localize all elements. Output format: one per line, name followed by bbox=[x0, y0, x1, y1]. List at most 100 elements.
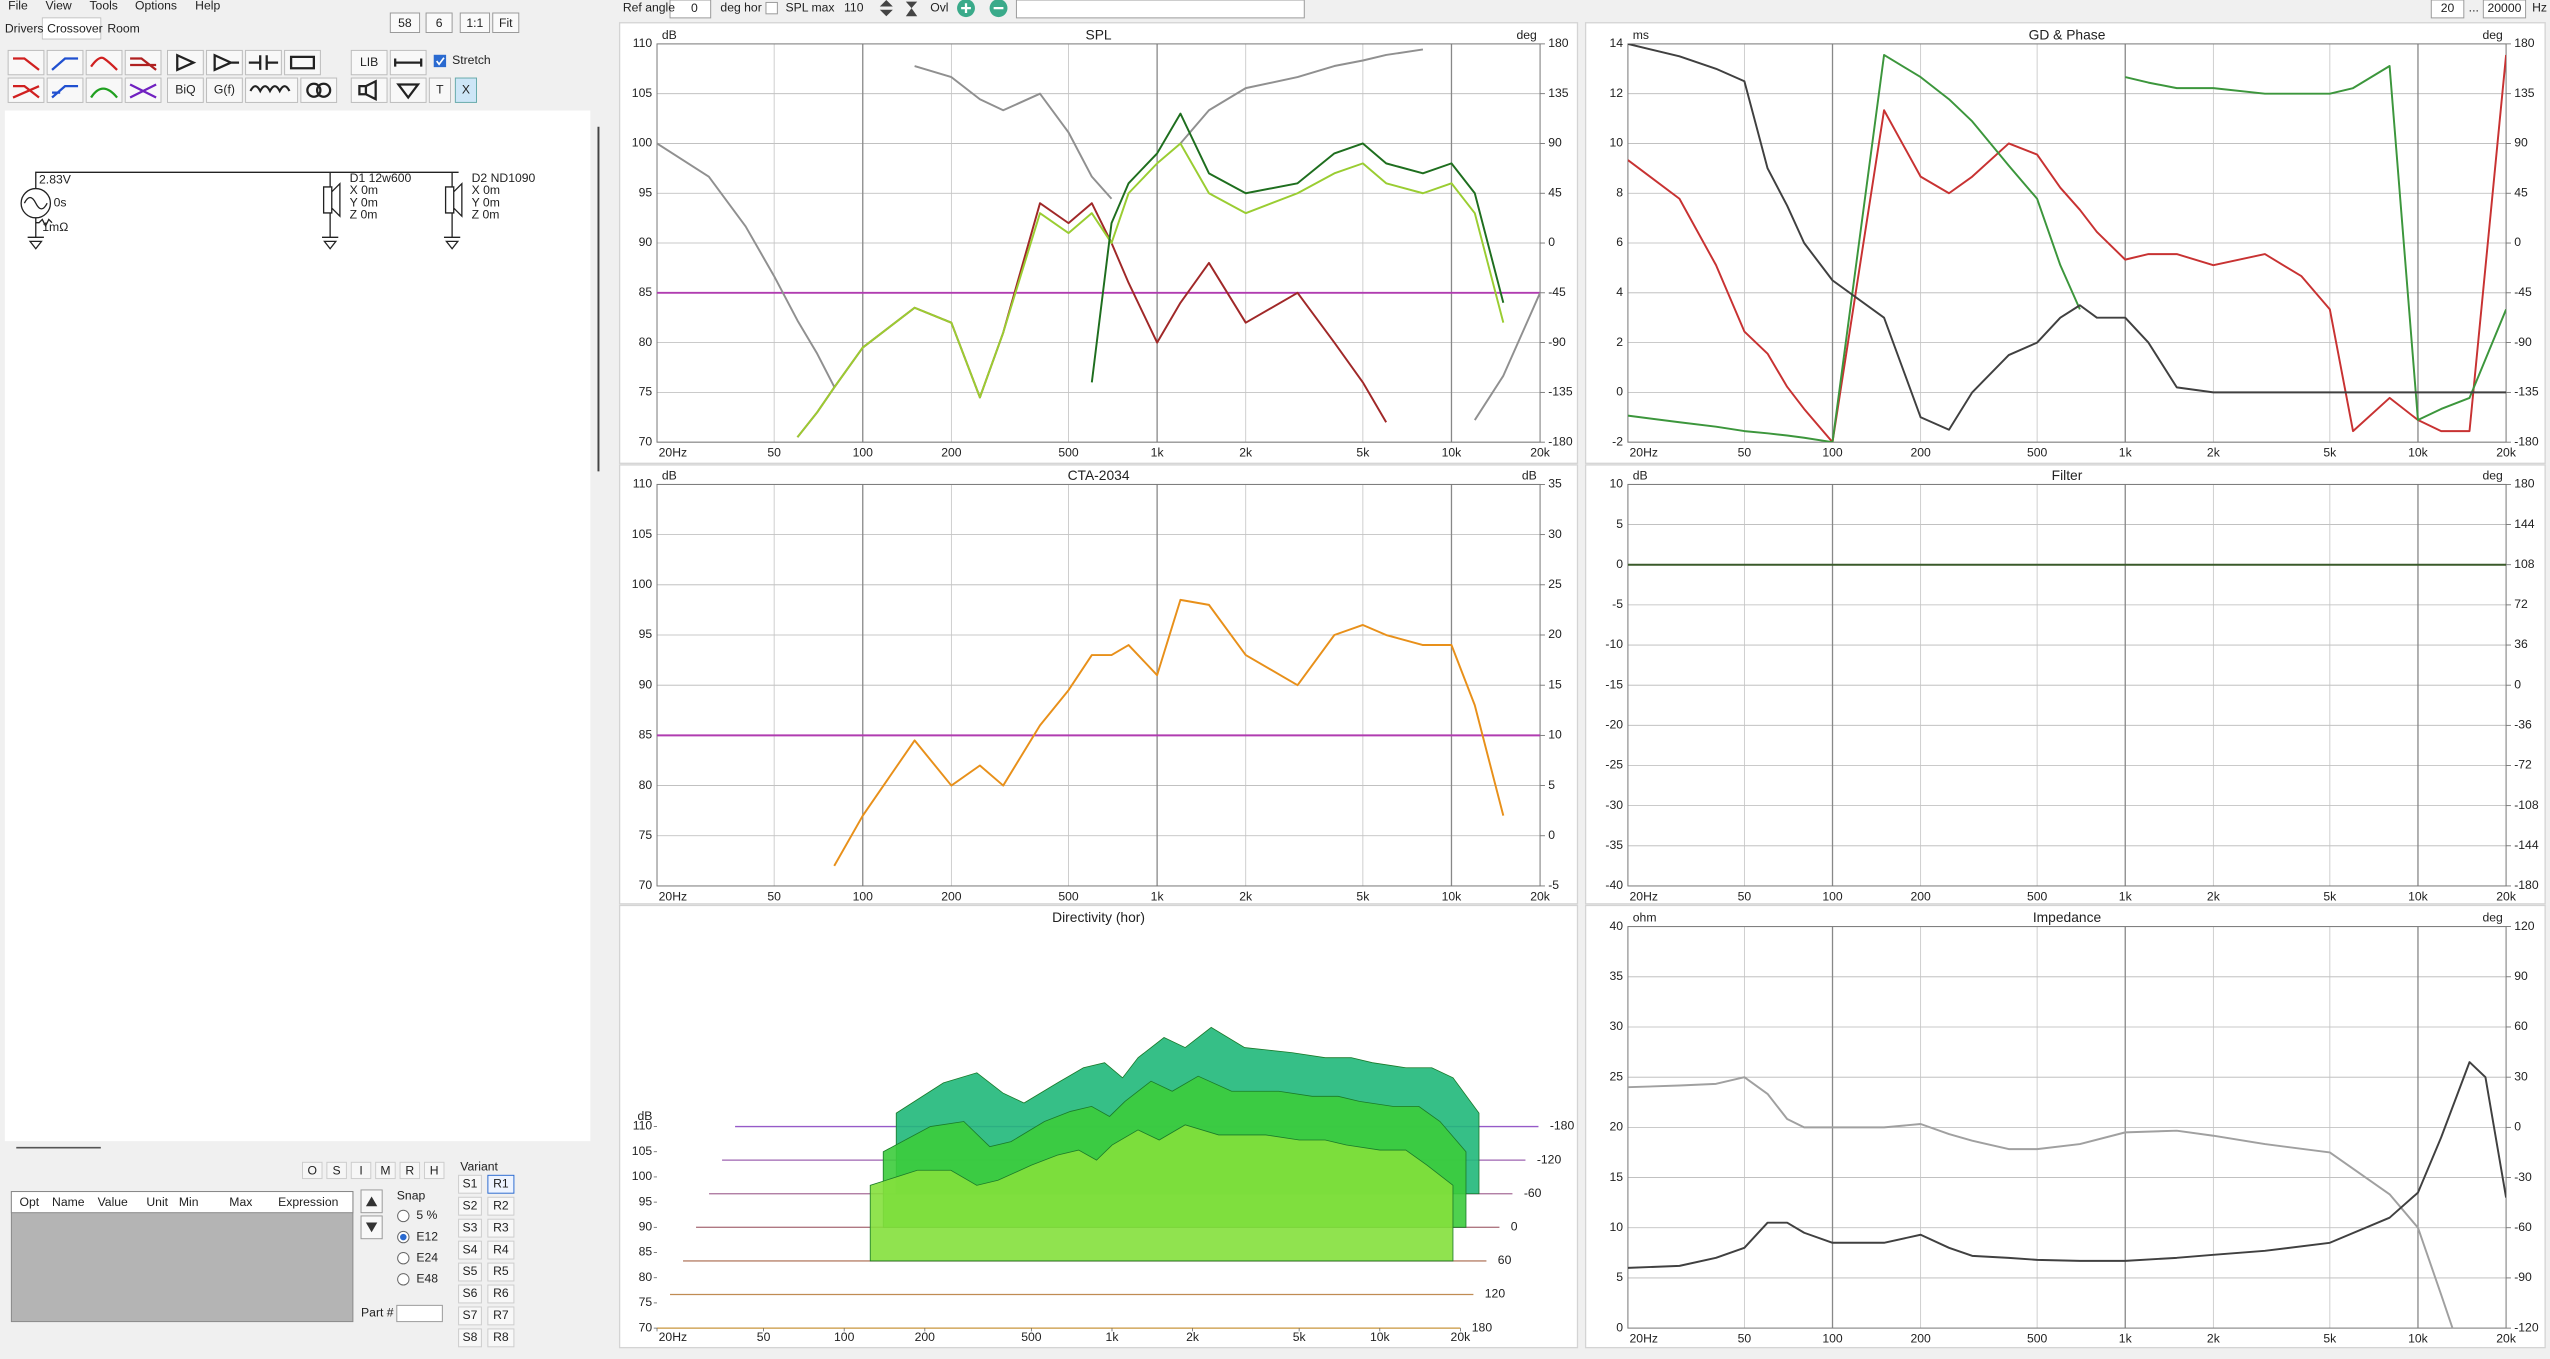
y2-tick-label: -90 bbox=[2514, 335, 2532, 349]
chart-title: SPL bbox=[1085, 26, 1111, 42]
y2-tick-label: 15 bbox=[1548, 677, 1562, 691]
variant-s-button[interactable] bbox=[458, 1284, 482, 1304]
angle-label: -180 bbox=[1550, 1119, 1575, 1133]
optimizer-button[interactable] bbox=[326, 1161, 347, 1180]
source-delay: 0s bbox=[54, 195, 67, 209]
stretch-checkbox[interactable] bbox=[433, 54, 447, 68]
variant-r-button[interactable] bbox=[487, 1218, 515, 1238]
radio-label[interactable]: 5 % bbox=[416, 1208, 437, 1222]
driver-name[interactable]: D1 12w600 bbox=[350, 171, 412, 185]
variant-r-button[interactable] bbox=[487, 1284, 515, 1304]
variant-s-button[interactable] bbox=[458, 1262, 482, 1282]
variant-s: S6 bbox=[463, 1286, 478, 1300]
label[interactable]: Ovl bbox=[930, 0, 948, 14]
y-tick-label: 15 bbox=[1609, 1170, 1623, 1184]
ref-angle-input[interactable] bbox=[669, 0, 712, 19]
tool-button[interactable] bbox=[124, 49, 162, 76]
y-tick-label: 70 bbox=[639, 1320, 653, 1334]
menu-item[interactable]: View bbox=[46, 0, 72, 13]
y-tick-label: 0 bbox=[1616, 1320, 1623, 1334]
f-min-input[interactable] bbox=[2430, 0, 2465, 19]
radio-label[interactable]: E12 bbox=[416, 1229, 438, 1243]
optimizer-button[interactable] bbox=[350, 1161, 372, 1180]
angle-label: -60 bbox=[1524, 1186, 1542, 1200]
variant-s-button[interactable] bbox=[458, 1306, 482, 1326]
radio[interactable] bbox=[397, 1209, 410, 1223]
radio[interactable] bbox=[397, 1273, 410, 1286]
y-tick-label: -10 bbox=[1605, 637, 1623, 651]
variant-s-button[interactable] bbox=[458, 1240, 482, 1260]
tool-button[interactable] bbox=[85, 77, 123, 103]
tool-button[interactable] bbox=[124, 77, 162, 103]
y2-tick-label: -45 bbox=[1548, 285, 1566, 299]
t-button[interactable] bbox=[428, 77, 451, 103]
tool-button[interactable] bbox=[350, 77, 388, 103]
zoom-button[interactable] bbox=[459, 12, 490, 33]
variant-r-button[interactable] bbox=[487, 1196, 515, 1216]
tool-button[interactable] bbox=[7, 49, 45, 76]
variant-r-button[interactable] bbox=[487, 1240, 515, 1260]
gf-button[interactable] bbox=[206, 77, 243, 103]
tool-button[interactable] bbox=[85, 49, 123, 76]
ref-angle-value[interactable]: 0 bbox=[691, 1, 698, 15]
tab[interactable]: Crossover bbox=[47, 21, 103, 35]
menu-item[interactable]: Help bbox=[195, 0, 220, 13]
tab[interactable]: Drivers bbox=[5, 21, 44, 35]
plot-area bbox=[1627, 43, 2507, 443]
radio[interactable] bbox=[397, 1252, 410, 1265]
x-tick-label: 50 bbox=[1738, 446, 1752, 460]
overlay-icon[interactable] bbox=[905, 1, 918, 17]
zoom-button[interactable] bbox=[389, 12, 421, 33]
radio-label[interactable]: E48 bbox=[416, 1272, 438, 1286]
optimizer-button[interactable] bbox=[423, 1161, 445, 1180]
x-tick-label: 500 bbox=[1058, 446, 1079, 460]
spin-button[interactable] bbox=[879, 0, 893, 17]
spl-max-checkbox[interactable] bbox=[765, 1, 778, 15]
part-input[interactable] bbox=[396, 1304, 443, 1323]
zoom-button[interactable] bbox=[492, 12, 520, 33]
variant-s-button[interactable] bbox=[458, 1196, 482, 1216]
tool-button[interactable] bbox=[46, 77, 84, 103]
variant-s-button[interactable] bbox=[458, 1218, 482, 1238]
tab[interactable]: Room bbox=[107, 21, 140, 35]
biq-button[interactable] bbox=[167, 77, 204, 103]
zoom-button[interactable] bbox=[425, 12, 453, 33]
text-input[interactable] bbox=[1015, 0, 1305, 19]
lib-button[interactable] bbox=[350, 49, 388, 76]
y-tick-label: 105 bbox=[632, 1144, 653, 1158]
tool-button[interactable] bbox=[167, 49, 204, 76]
variant-r-button[interactable] bbox=[487, 1174, 515, 1194]
x-tick-label: 100 bbox=[1822, 446, 1843, 460]
variant-s-button[interactable] bbox=[458, 1328, 482, 1348]
f-min[interactable]: 20 bbox=[2441, 1, 2455, 15]
optimizer-button[interactable] bbox=[375, 1161, 396, 1180]
wire bbox=[35, 171, 459, 189]
f-max-input[interactable] bbox=[2482, 0, 2527, 19]
variant-r-button[interactable] bbox=[487, 1262, 515, 1282]
tool-button[interactable] bbox=[7, 77, 45, 103]
menu-item[interactable]: File bbox=[8, 0, 28, 13]
driver-name[interactable]: D2 ND1090 bbox=[472, 171, 536, 185]
f-max[interactable]: 20000 bbox=[2488, 1, 2522, 15]
y2-tick-label: 180 bbox=[1548, 36, 1569, 50]
variant-r-button[interactable] bbox=[487, 1328, 515, 1348]
y-tick-label: 0 bbox=[1616, 557, 1623, 571]
y-tick-label: 100 bbox=[632, 136, 653, 150]
x-button[interactable] bbox=[454, 77, 477, 103]
radio-label[interactable]: E24 bbox=[416, 1250, 438, 1264]
x-tick-label: 1k bbox=[2119, 446, 2133, 460]
y-tick-label: 75 bbox=[639, 828, 653, 842]
optimizer-button[interactable] bbox=[399, 1161, 421, 1180]
tool-button[interactable] bbox=[300, 77, 338, 103]
y-tick-label: 10 bbox=[1609, 136, 1623, 150]
optimizer-button[interactable] bbox=[301, 1161, 323, 1180]
tool-button[interactable] bbox=[46, 49, 84, 76]
menu-item[interactable]: Options bbox=[135, 0, 177, 13]
tool-button[interactable] bbox=[284, 49, 321, 76]
y-tick-label: 90 bbox=[639, 235, 653, 249]
spl-max-value: 110 bbox=[844, 0, 864, 14]
menu-item[interactable]: Tools bbox=[89, 0, 117, 13]
plot-area bbox=[657, 48, 1541, 438]
variant-r-button[interactable] bbox=[487, 1306, 515, 1326]
variant-s-button[interactable] bbox=[458, 1174, 482, 1194]
